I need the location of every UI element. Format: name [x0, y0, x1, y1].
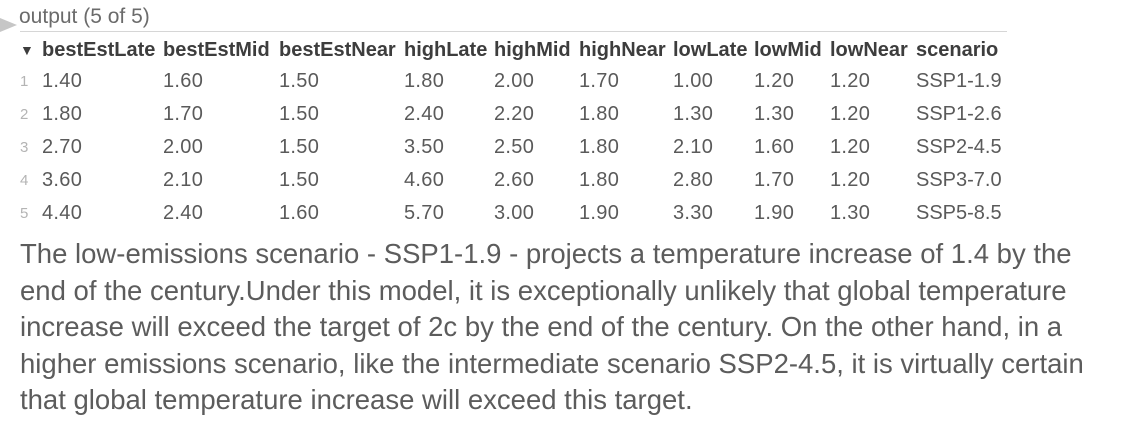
cell-lowNear: 1.20 — [830, 70, 871, 92]
collapse-triangle-icon[interactable] — [0, 18, 17, 32]
cell-lowMid: 1.70 — [754, 169, 795, 191]
cell-lowMid: 1.30 — [754, 103, 795, 125]
row-index: 4 — [20, 172, 29, 189]
cell-highMid: 2.50 — [494, 136, 535, 158]
cell-lowLate: 1.30 — [673, 103, 714, 125]
table-row: 4 3.60 2.10 1.50 4.60 2.60 1.80 2.80 1.7… — [20, 164, 1008, 197]
cell-highLate: 1.80 — [404, 70, 445, 92]
cell-scenario: SSP1-1.9 — [916, 70, 1002, 92]
cell-highNear: 1.80 — [579, 103, 620, 125]
cell-highNear: 1.80 — [579, 169, 620, 191]
cell-highNear: 1.70 — [579, 70, 620, 92]
table-row: 3 2.70 2.00 1.50 3.50 2.50 1.80 2.10 1.6… — [20, 131, 1008, 164]
cell-lowNear: 1.30 — [830, 202, 871, 224]
row-index: 2 — [20, 106, 29, 123]
cell-highNear: 1.80 — [579, 136, 620, 158]
column-header-bestEstNear[interactable]: bestEstNear — [279, 38, 396, 61]
column-header-lowNear[interactable]: lowNear — [830, 38, 908, 61]
cell-lowLate: 2.80 — [673, 169, 714, 191]
row-index: 5 — [20, 205, 29, 222]
cell-highLate: 5.70 — [404, 202, 445, 224]
cell-lowLate: 3.30 — [673, 202, 714, 224]
cell-highMid: 3.00 — [494, 202, 535, 224]
cell-highLate: 3.50 — [404, 136, 445, 158]
cell-bestEstNear: 1.50 — [279, 169, 320, 191]
table-row: 2 1.80 1.70 1.50 2.40 2.20 1.80 1.30 1.3… — [20, 98, 1008, 131]
row-index: 1 — [20, 73, 29, 90]
sort-indicator-icon[interactable]: ▼ — [20, 42, 34, 58]
cell-bestEstLate: 1.80 — [42, 103, 83, 125]
cell-bestEstLate: 4.40 — [42, 202, 83, 224]
table-row: 1 1.40 1.60 1.50 1.80 2.00 1.70 1.00 1.2… — [20, 65, 1008, 98]
cell-lowNear: 1.20 — [830, 169, 871, 191]
cell-bestEstNear: 1.60 — [279, 202, 320, 224]
cell-scenario: SSP2-4.5 — [916, 136, 1002, 158]
cell-lowNear: 1.20 — [830, 103, 871, 125]
cell-lowMid: 1.90 — [754, 202, 795, 224]
cell-scenario: SSP1-2.6 — [916, 103, 1002, 125]
cell-bestEstLate: 3.60 — [42, 169, 83, 191]
cell-highMid: 2.00 — [494, 70, 535, 92]
cell-highNear: 1.90 — [579, 202, 620, 224]
cell-bestEstNear: 1.50 — [279, 70, 320, 92]
column-header-lowLate[interactable]: lowLate — [673, 38, 748, 61]
cell-lowLate: 2.10 — [673, 136, 714, 158]
cell-lowNear: 1.20 — [830, 136, 871, 158]
cell-highLate: 4.60 — [404, 169, 445, 191]
cell-highLate: 2.40 — [404, 103, 445, 125]
cell-bestEstLate: 2.70 — [42, 136, 83, 158]
cell-bestEstNear: 1.50 — [279, 136, 320, 158]
cell-lowMid: 1.20 — [754, 70, 795, 92]
column-header-highLate[interactable]: highLate — [404, 38, 488, 61]
cell-bestEstMid: 2.00 — [163, 136, 204, 158]
table-row: 5 4.40 2.40 1.60 5.70 3.00 1.90 3.30 1.9… — [20, 197, 1008, 230]
summary-paragraph: The low-emissions scenario - SSP1-1.9 - … — [20, 238, 1084, 415]
cell-highMid: 2.20 — [494, 103, 535, 125]
output-label: output (5 of 5) — [19, 5, 150, 28]
cell-bestEstMid: 1.70 — [163, 103, 204, 125]
output-divider — [20, 31, 1007, 32]
output-toggle[interactable]: output (5 of 5) — [0, 5, 150, 32]
cell-bestEstMid: 1.60 — [163, 70, 204, 92]
data-frame-table: ▼ bestEstLate bestEstMid bestEstNear hig… — [20, 35, 1008, 230]
row-index: 3 — [20, 139, 29, 156]
cell-scenario: SSP5-8.5 — [916, 202, 1002, 224]
cell-scenario: SSP3-7.0 — [916, 169, 1002, 191]
cell-bestEstNear: 1.50 — [279, 103, 320, 125]
column-header-lowMid[interactable]: lowMid — [754, 38, 822, 61]
column-header-bestEstMid[interactable]: bestEstMid — [163, 38, 270, 61]
cell-lowLate: 1.00 — [673, 70, 714, 92]
column-header-highMid[interactable]: highMid — [494, 38, 571, 61]
table-header-row: ▼ bestEstLate bestEstMid bestEstNear hig… — [20, 35, 1008, 65]
cell-bestEstMid: 2.40 — [163, 202, 204, 224]
column-header-highNear[interactable]: highNear — [579, 38, 666, 61]
column-header-scenario[interactable]: scenario — [916, 38, 999, 61]
cell-highMid: 2.60 — [494, 169, 535, 191]
cell-bestEstLate: 1.40 — [42, 70, 83, 92]
cell-lowMid: 1.60 — [754, 136, 795, 158]
cell-bestEstMid: 2.10 — [163, 169, 204, 191]
column-header-bestEstLate[interactable]: bestEstLate — [42, 38, 156, 61]
